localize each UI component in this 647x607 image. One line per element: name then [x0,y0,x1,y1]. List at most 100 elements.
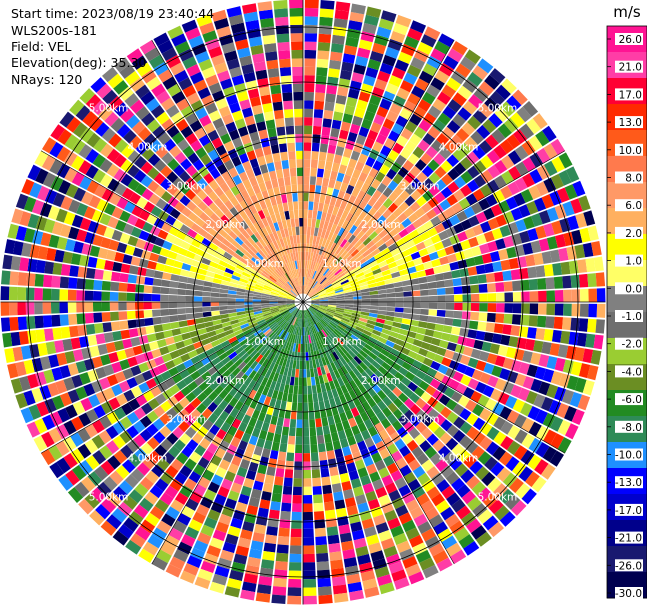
velocity-gate [254,231,262,241]
velocity-gate [176,98,190,111]
velocity-gate [98,105,113,121]
velocity-gate [230,185,240,196]
velocity-gate [467,378,480,390]
velocity-gate [361,302,371,306]
velocity-gate [278,295,287,299]
velocity-gate [371,248,381,257]
velocity-gate [393,253,403,261]
velocity-gate [172,237,184,247]
velocity-gate [12,240,24,256]
velocity-gate [168,527,184,541]
velocity-gate [587,318,597,333]
velocity-gate [308,402,314,412]
velocity-gate [553,316,564,330]
velocity-gate [235,501,248,513]
velocity-gate [180,240,191,251]
velocity-gate [75,360,87,374]
velocity-gate [272,101,283,111]
velocity-gate [203,122,216,135]
velocity-gate [42,315,53,328]
velocity-gate [154,237,165,247]
velocity-gate [193,290,203,297]
velocity-gate [211,474,224,486]
velocity-gate [235,264,245,272]
velocity-gate [408,459,421,472]
velocity-gate [236,182,246,193]
velocity-gate [340,250,348,259]
velocity-gate [240,220,249,230]
velocity-gate [247,236,256,246]
velocity-gate [228,336,238,344]
velocity-gate [185,498,199,511]
velocity-gate [595,319,605,334]
velocity-gate [551,156,566,173]
velocity-gate [264,413,272,424]
velocity-gate [288,262,293,271]
velocity-gate [534,366,547,380]
velocity-gate [528,278,538,291]
velocity-gate [130,468,145,483]
velocity-gate [177,288,187,296]
velocity-gate [393,95,406,108]
velocity-gate [303,520,314,529]
velocity-gate [145,378,157,390]
velocity-gate [265,330,274,338]
velocity-gate [385,256,396,265]
velocity-gate [130,226,142,238]
colorbar-tick-label: -8.0 [622,422,643,434]
velocity-gate [333,414,342,424]
velocity-gate [304,83,315,93]
velocity-gate [352,293,362,297]
velocity-gate [261,190,270,200]
velocity-gate [321,238,328,248]
velocity-gate [170,458,184,472]
velocity-gate [438,62,455,77]
velocity-gate [482,118,497,134]
velocity-gate [207,391,219,402]
velocity-gate [364,14,380,27]
velocity-gate [274,282,283,289]
velocity-gate [170,499,185,513]
velocity-gate [164,485,179,499]
velocity-gate [111,384,123,397]
velocity-gate [183,234,194,245]
velocity-gate [372,235,382,244]
velocity-gate [282,202,289,212]
velocity-gate [485,441,500,456]
velocity-gate [459,421,473,435]
velocity-gate [193,341,203,350]
velocity-gate [367,498,381,510]
velocity-gate [269,223,276,233]
velocity-gate [239,257,249,266]
velocity-gate [351,72,364,83]
velocity-gate [236,291,245,296]
velocity-gate [255,314,264,320]
velocity-gate [323,315,332,322]
velocity-gate [274,326,282,335]
velocity-gate [232,326,242,333]
velocity-gate [200,524,215,537]
velocity-gate [499,368,511,381]
velocity-gate [376,26,392,39]
velocity-gate [56,163,71,179]
velocity-gate [396,135,409,147]
velocity-gate [287,295,296,300]
velocity-gate [128,265,139,275]
velocity-gate [275,337,282,346]
velocity-gate [392,321,402,329]
velocity-gate [276,544,289,554]
velocity-gate [315,536,327,546]
velocity-gate [398,403,410,415]
velocity-gate [407,266,417,274]
velocity-gate [285,358,291,368]
velocity-gate [445,542,462,557]
velocity-gate [538,210,551,225]
velocity-gate [277,220,284,230]
velocity-gate [289,359,294,369]
velocity-gate [475,211,488,224]
velocity-gate [296,419,303,429]
velocity-gate [328,380,336,390]
velocity-gate [478,283,488,293]
velocity-gate [405,260,415,269]
velocity-gate [311,261,316,271]
